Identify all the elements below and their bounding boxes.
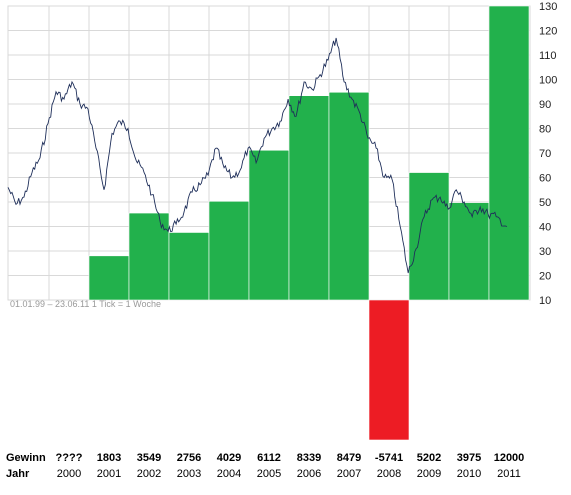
year-label-2008: 2008: [376, 468, 402, 480]
year-label-2000: 2000: [56, 468, 82, 480]
y-tick-label: 100: [539, 75, 557, 87]
y-tick-label: 40: [539, 222, 551, 234]
gain-value-2007: 8479: [336, 452, 362, 464]
year-label-2002: 2002: [136, 468, 162, 480]
y-axis-ticks: 10 20 30 40 50 60 70 80 90 100 110 120 130: [539, 1, 557, 307]
year-label-2004: 2004: [216, 468, 242, 480]
gain-bar-2004: [208, 200, 250, 301]
gain-bar-2009: [408, 172, 450, 301]
date-range-caption: 01.01.99 – 23.06.11 1 Tick = 1 Woche: [10, 299, 161, 309]
price-line: [7, 37, 508, 274]
gain-bar-2005: [248, 149, 290, 301]
gain-value-2002: 3549: [136, 452, 162, 464]
gain-value-2001: 1803: [96, 452, 122, 464]
y-tick-label: 130: [539, 1, 557, 13]
gain-bar-2008: [368, 299, 410, 440]
y-tick-label: 90: [539, 99, 551, 111]
gain-row-label: Gewinn: [6, 452, 46, 464]
year-label-2010: 2010: [456, 468, 482, 480]
y-tick-label: 20: [539, 271, 551, 283]
gain-value-2006: 8339: [296, 452, 322, 464]
gain-value-2009: 5202: [416, 452, 442, 464]
year-label-2003: 2003: [176, 468, 202, 480]
gain-bar-2006: [288, 95, 330, 301]
combo-chart: 10 20 30 40 50 60 70 80 90 100 110 120 130 01.01.99 …: [7, 1, 557, 440]
year-label-2011: 2011: [497, 468, 521, 480]
gain-value-2008: -5741: [374, 452, 404, 464]
gain-bar-2011: [488, 5, 530, 301]
year-row-label: Jahr: [6, 468, 30, 480]
y-tick-label: 70: [539, 148, 551, 160]
year-label-2001: 2001: [96, 468, 122, 480]
gain-value-2003: 2756: [176, 452, 202, 464]
gain-bar-2010: [448, 202, 490, 301]
year-label-2005: 2005: [256, 468, 282, 480]
gain-value-2004: 4029: [216, 452, 242, 464]
gain-value-2000: ????: [55, 452, 83, 464]
gain-row: Gewinn ???? 1803 3549 2756 4029 6112 8339 8479-…: [0, 452, 571, 468]
gain-bar-2002: [128, 212, 170, 301]
gain-bars: [88, 5, 530, 440]
y-tick-label: 30: [539, 246, 551, 258]
gain-value-2011: 12000: [493, 452, 525, 464]
y-tick-label: 110: [539, 50, 557, 62]
gain-value-2005: 6112: [257, 452, 281, 464]
gain-bar-2007: [328, 91, 370, 301]
year-label-2006: 2006: [296, 468, 322, 480]
y-tick-label: 50: [539, 197, 551, 209]
year-label-2007: 2007: [336, 468, 362, 480]
y-tick-label: 120: [539, 26, 557, 38]
y-tick-label: 60: [539, 173, 551, 185]
y-tick-label: 80: [539, 124, 551, 136]
y-tick-label: 10: [539, 295, 551, 307]
year-label-2009: 2009: [416, 468, 442, 480]
year-row: Jahr 2000 2001 2002 2003 2004 2005 2006 2007 200…: [0, 468, 571, 484]
gain-bar-2003: [168, 232, 210, 301]
gain-value-2010: 3975: [456, 452, 482, 464]
gain-bar-2001: [88, 255, 130, 301]
